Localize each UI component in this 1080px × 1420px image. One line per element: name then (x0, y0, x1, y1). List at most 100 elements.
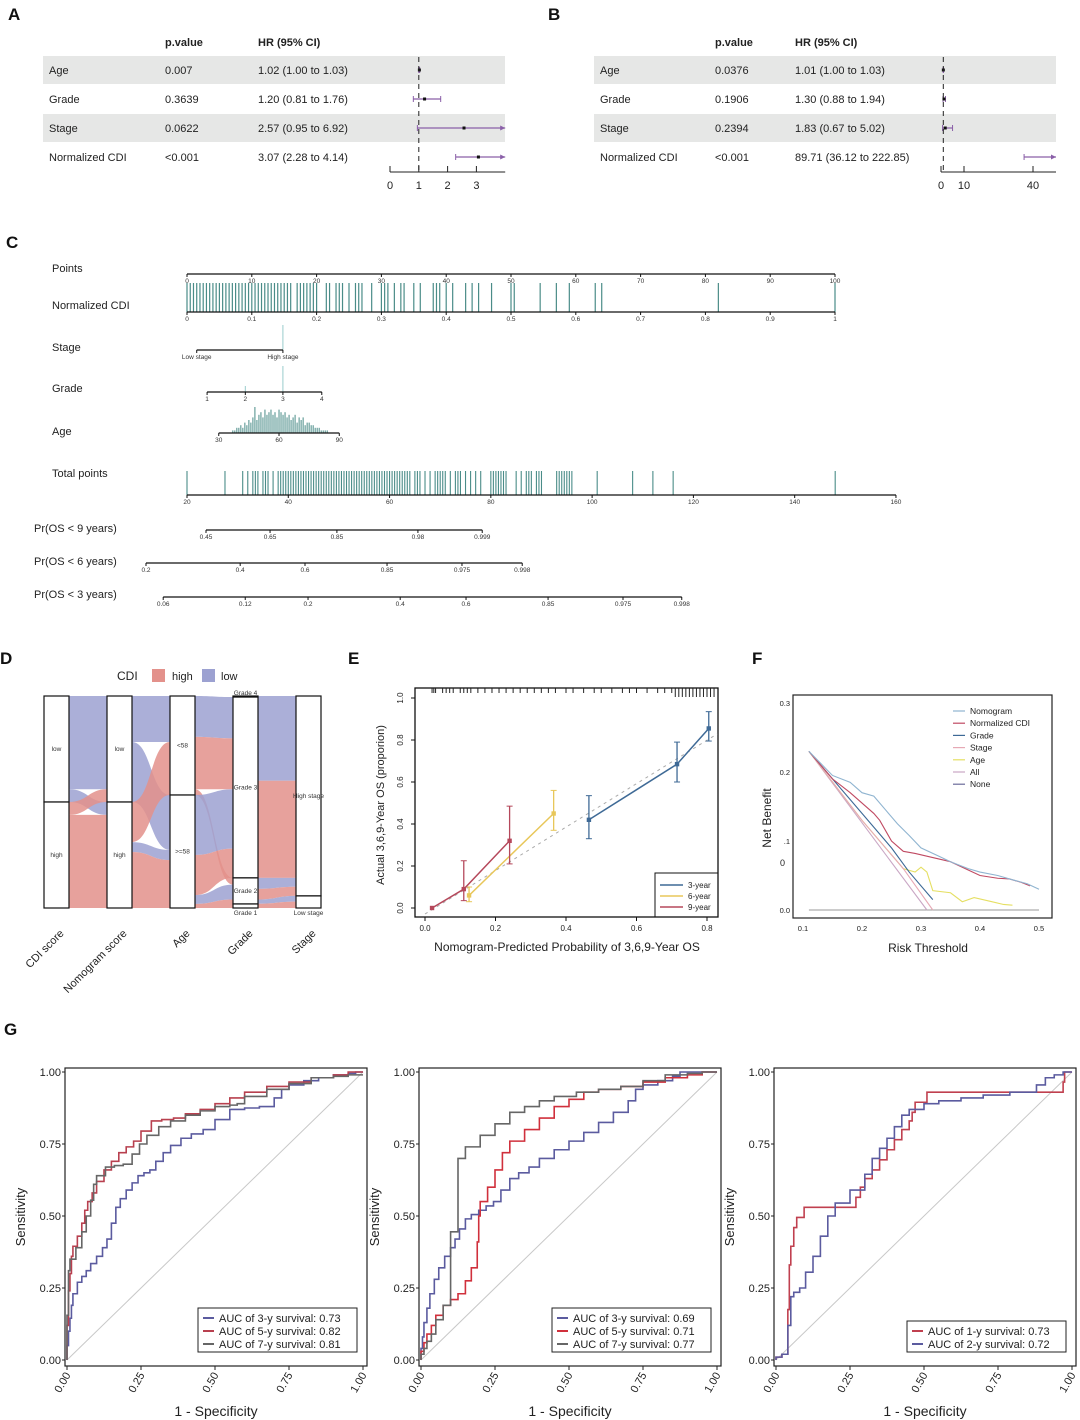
plot-frame (792, 694, 1053, 919)
roc-curve (775, 1071, 1072, 1360)
x-tick-label: 2 (445, 180, 451, 192)
forest-row: Age 0.0376 1.01 (1.00 to 1.03) (594, 56, 1056, 84)
flow-high (258, 886, 296, 900)
y-tick-label: 0.3 (780, 699, 790, 708)
forest-row: Normalized CDI <0.001 3.07 (2.28 to 4.14) (49, 152, 506, 164)
data-point (466, 893, 472, 898)
scale-tick-label: 0.998 (514, 567, 531, 574)
plot-frame (64, 1067, 368, 1367)
x-tick-label: 0.50 (909, 1371, 930, 1396)
scale-tick-label: 1 (833, 316, 837, 323)
scale-tick-label: 0.65 (264, 534, 277, 541)
panel-label-d: D (0, 649, 12, 668)
curve-age (808, 750, 1013, 906)
scale-tick-label: 0.7 (636, 316, 645, 323)
flow-high (195, 848, 233, 896)
column-header-pvalue: p.value (165, 37, 203, 49)
stratum-box (232, 877, 259, 905)
x-axis-label: Nomogram-Predicted Probability of 3,6,9-… (434, 940, 700, 954)
flow-low (258, 895, 296, 904)
stratum-box (43, 801, 70, 909)
legend-box (551, 1307, 712, 1353)
plot-frame (773, 1067, 1077, 1367)
series-9-year (429, 805, 513, 911)
scale-tick-label: 0.1 (247, 316, 256, 323)
y-tick-label: 0.0 (396, 902, 405, 914)
stratum-box (169, 794, 196, 909)
stratum-label: low (52, 746, 62, 753)
x-tick-label: 0.8 (701, 924, 713, 933)
scale-tick-label: 0.999 (474, 534, 491, 541)
scale-tick-label: 2 (244, 396, 248, 403)
nomogram-row-label-cdi: Normalized CDI (52, 300, 130, 312)
nomogram-row-label-age: Age (52, 426, 72, 438)
scale-tick-label: 0.5 (506, 316, 515, 323)
stratum-box (169, 695, 196, 796)
forest-plot-b: p.value HR (95% CI) Age 0.0376 1.01 (1.00 to… (594, 37, 1056, 192)
y-tick-label: 1.00 (40, 1067, 61, 1079)
flow-high (69, 789, 107, 815)
curve-grade (808, 750, 934, 901)
row-hr: 1.30 (0.88 to 1.94) (795, 94, 885, 106)
legend-label: AUC of 2-y survival: 0.72 (928, 1339, 1050, 1351)
ci-arrow (1051, 154, 1056, 160)
y-axis-label: Sensitivity (367, 1187, 382, 1246)
legend-label: AUC of 5-y survival: 0.71 (573, 1326, 695, 1338)
stratum-box (106, 695, 133, 803)
scale-tick-label: 70 (637, 278, 645, 285)
stratum-label: Grade 4 (234, 690, 258, 697)
y-tick-label: 0.25 (749, 1283, 770, 1295)
row-label: Grade (49, 94, 80, 106)
y-tick-label: 0.50 (40, 1211, 61, 1223)
y-tick-label: 0.4 (396, 818, 405, 830)
row-pvalue: 0.007 (165, 65, 193, 77)
legend-label: All (970, 767, 980, 777)
x-tick-label: 0.00 (406, 1371, 427, 1396)
y-tick-label: 0.75 (394, 1139, 415, 1151)
scale-tick-label: 80 (487, 499, 495, 506)
roc-plot: 0.00 0.25 0.50 0.75 1.00 0.00 0.25 0.50 0.75 1.00… (367, 1067, 724, 1419)
x-axis-label: Risk Threshold (888, 941, 968, 955)
y-axis-label: Sensitivity (13, 1187, 28, 1246)
hr-point (417, 68, 421, 72)
forest-row: Normalized CDI <0.001 89.71 (36.12 to 222.… (600, 152, 1056, 164)
flow-low (258, 877, 296, 889)
diagonal-reference-line (420, 1071, 718, 1361)
legend-box (654, 872, 719, 918)
scale-tick-label: 0.4 (236, 567, 245, 574)
axis-label: Grade (226, 928, 256, 958)
forest-row: Grade 0.3639 1.20 (0.81 to 1.76) (49, 94, 442, 106)
x-axis-label: 1 - Specificity (883, 1403, 966, 1419)
stratum-box (43, 695, 70, 803)
panel-label-e: E (348, 649, 359, 668)
flow-high (258, 780, 296, 878)
curve-nomogram (808, 750, 1040, 890)
scale-tick-label: 0.4 (396, 601, 405, 608)
x-tick-label: 1.00 (1057, 1371, 1078, 1396)
data-point (507, 838, 512, 843)
series-line (431, 840, 511, 909)
legend-swatch-low (202, 669, 215, 682)
flow-high (132, 852, 170, 908)
nomogram: Points Normalized CDI Stage Grade Age Total p… (34, 263, 902, 608)
scale-tick-label: 0.998 (674, 601, 691, 608)
row-label: Stage (49, 123, 78, 135)
x-tick-label: 0.4 (975, 924, 985, 933)
y-tick-label: 0.25 (394, 1283, 415, 1295)
forest-row: Grade 0.1906 1.30 (0.88 to 1.94) (600, 94, 946, 106)
roc-plot: 0.00 0.25 0.50 0.75 1.00 0.00 0.25 0.50 0.75 1.00… (722, 1067, 1079, 1419)
row-shading (43, 56, 505, 84)
stratum-box (295, 895, 322, 909)
row-hr: 1.01 (1.00 to 1.03) (795, 65, 885, 77)
scale-tick-label: 0.85 (542, 601, 555, 608)
x-tick-label: 0.00 (761, 1371, 782, 1396)
stratum-label: high (50, 852, 63, 859)
scale-tick-label: 0.85 (381, 567, 394, 574)
flow-low (195, 696, 233, 739)
legend-title: CDI (117, 669, 138, 683)
scale-tick-label: 1 (205, 396, 209, 403)
y-tick-label: 1.00 (394, 1067, 415, 1079)
row-pvalue: 0.3639 (165, 94, 199, 106)
x-axis-label: 1 - Specificity (174, 1403, 257, 1419)
x-tick-label: 0.25 (480, 1371, 501, 1396)
